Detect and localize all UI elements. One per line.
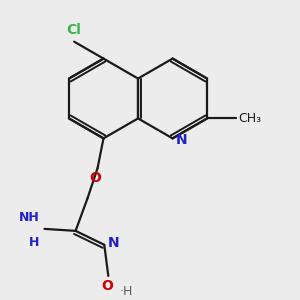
Text: NH: NH [19, 211, 40, 224]
Text: ·H: ·H [119, 285, 133, 298]
Text: O: O [102, 279, 113, 293]
Text: N: N [107, 236, 119, 250]
Text: H: H [29, 236, 40, 249]
Text: N: N [176, 134, 188, 147]
Text: Cl: Cl [67, 23, 82, 37]
Text: O: O [90, 172, 101, 185]
Text: CH₃: CH₃ [238, 112, 261, 125]
